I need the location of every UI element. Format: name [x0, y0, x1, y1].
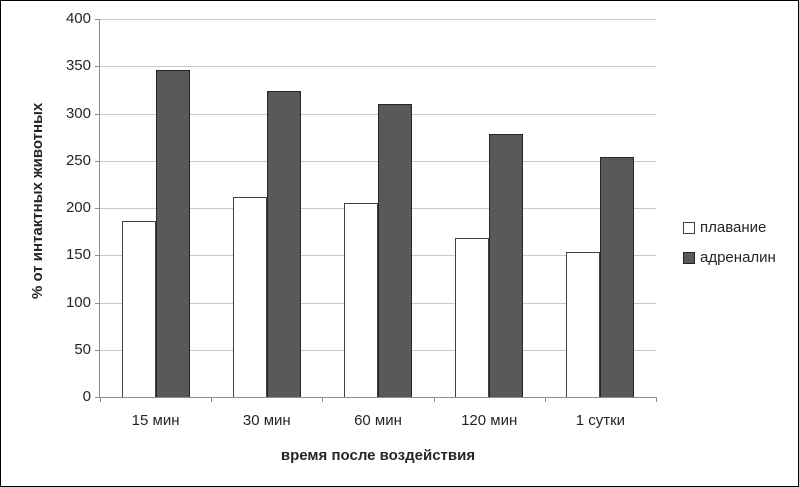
y-tick-label: 50	[74, 340, 91, 358]
y-tick-label: 150	[65, 246, 91, 264]
legend-label-swimming: плавание	[700, 219, 767, 236]
y-tick-label: 400	[65, 10, 91, 27]
x-axis-tick	[322, 397, 324, 402]
legend-swatch-adrenaline	[683, 251, 695, 264]
y-axis-tick	[95, 19, 100, 20]
bar-adrenaline	[489, 134, 524, 397]
x-axis-tick	[100, 397, 101, 402]
y-axis-tick	[95, 66, 100, 68]
x-tick-label: 1 сутки	[575, 412, 626, 429]
y-axis-tick	[95, 397, 100, 398]
y-axis-tick	[95, 160, 100, 162]
x-axis-tick	[656, 397, 657, 402]
x-tick-label: 120 мин	[461, 412, 518, 429]
bar-swimming	[232, 196, 267, 397]
legend-item-adrenaline: адреналин	[683, 249, 776, 266]
y-axis-tick	[95, 302, 100, 304]
x-axis-tick	[211, 397, 213, 402]
legend-swatch-swimming	[683, 221, 695, 234]
y-tick-label: 200	[65, 199, 91, 216]
bar-swimming	[455, 238, 490, 397]
x-axis-tick	[433, 397, 435, 402]
x-tick-label: 15 мин	[131, 412, 180, 429]
gridline	[100, 66, 656, 68]
y-tick-label: 250	[65, 151, 91, 169]
bar-adrenaline	[266, 90, 301, 397]
bar-swimming	[344, 203, 378, 397]
legend-label-adrenaline: адреналин	[700, 249, 776, 266]
y-tick-label: 0	[82, 388, 91, 405]
legend-item-swimming: плавание	[683, 219, 776, 236]
x-axis-line	[99, 397, 656, 398]
legend: плавание адреналин	[683, 219, 776, 266]
y-axis-line	[99, 19, 100, 398]
x-axis-title: время после воздействия	[280, 447, 476, 464]
bar-adrenaline	[378, 104, 412, 397]
y-tick-label: 300	[65, 104, 91, 122]
bar-swimming	[566, 252, 601, 397]
x-tick-label: 30 мин	[242, 412, 291, 429]
bar-adrenaline	[155, 70, 190, 397]
bar-swimming	[121, 221, 156, 397]
bar-adrenaline	[600, 157, 635, 397]
y-axis-tick	[95, 255, 100, 257]
y-axis-tick	[95, 349, 100, 351]
x-axis-tick	[544, 397, 546, 402]
x-tick-label: 60 мин	[354, 412, 402, 429]
y-axis-tick	[95, 113, 100, 115]
y-tick-label: 350	[65, 57, 91, 75]
gridline	[100, 19, 656, 20]
y-axis-tick	[95, 208, 100, 209]
y-tick-label: 100	[65, 293, 91, 311]
